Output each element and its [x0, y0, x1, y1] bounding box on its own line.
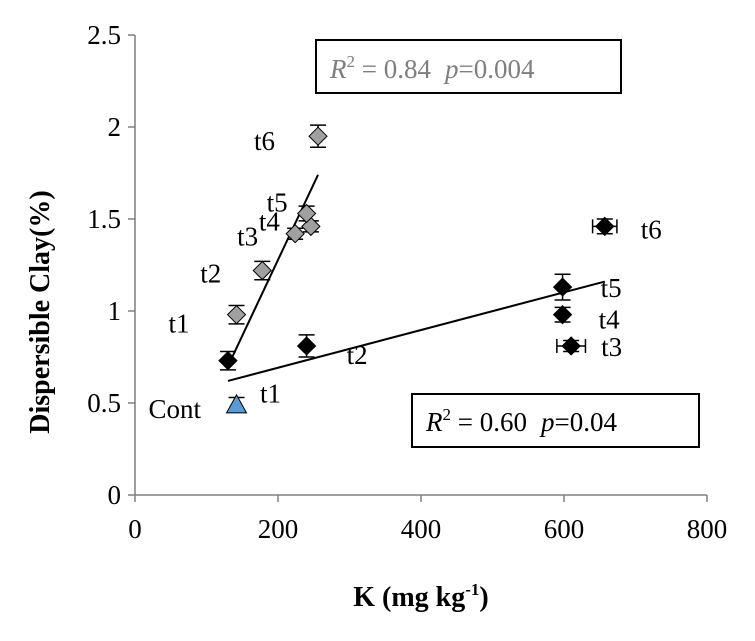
r2-value-black: 0.60 [480, 407, 527, 437]
point-label: t1 [260, 379, 281, 409]
point-label: t4 [599, 305, 621, 335]
data-point [308, 126, 328, 146]
p-equals: = [458, 54, 473, 84]
point-label: t4 [259, 206, 281, 236]
data-point [226, 304, 247, 325]
r2-equals: = [451, 407, 480, 437]
point-label: t2 [347, 340, 368, 370]
r2-box-gray [315, 39, 622, 94]
data-point [296, 203, 317, 224]
point-label: t3 [237, 222, 258, 252]
point-label: t6 [254, 126, 275, 156]
r2-equals: = [355, 54, 384, 84]
x-tick-label: 400 [401, 514, 442, 544]
y-tick-label: 1.5 [87, 204, 121, 234]
r2-superscript: 2 [443, 405, 452, 424]
x-tick-label: 800 [687, 514, 728, 544]
point-label: t5 [601, 273, 622, 303]
r2-value-gray: 0.84 [384, 54, 432, 84]
data-point [285, 224, 305, 244]
x-axis-title: K (mg kg-1) [353, 580, 489, 613]
y-tick-label: 2 [108, 112, 122, 142]
r2-symbol: R [425, 407, 443, 437]
point-label: t2 [200, 259, 221, 289]
point-label: Cont [149, 394, 202, 424]
p-equals: = [554, 407, 569, 437]
y-tick-label: 1 [108, 296, 122, 326]
data-point [595, 216, 615, 237]
point-label: t5 [267, 187, 288, 217]
data-point [225, 393, 248, 414]
data-point [252, 260, 272, 281]
svg-text:R2 = 0.60p=0.04: R2 = 0.60 p=0.04 [425, 405, 617, 437]
svg-text:R2 = 0.84p=0.004: R2 = 0.84 p=0.004 [329, 52, 535, 84]
data-point [552, 277, 573, 297]
r2-box-black [411, 393, 700, 448]
x-axis-title-main: K (mg kg [353, 582, 465, 613]
data-point [561, 336, 581, 356]
r2-superscript: 2 [347, 52, 356, 71]
y-tick-label: 0 [108, 480, 122, 510]
x-tick-label: 200 [258, 514, 299, 544]
point-label: t3 [601, 332, 622, 362]
data-point [218, 350, 238, 371]
p-symbol: p [443, 54, 459, 84]
point-label: t6 [641, 214, 662, 244]
y-tick-label: 2.5 [87, 20, 121, 50]
p-symbol: p [539, 407, 555, 437]
x-axis-title-sup: -1 [465, 580, 479, 599]
r2-symbol: R [329, 54, 347, 84]
data-point [296, 336, 317, 356]
r2-annotation-black: R2 = 0.60 p=0.04 [411, 393, 700, 448]
y-axis-title: Dispersible Clay(%) [25, 190, 56, 433]
p-value-gray: 0.004 [474, 54, 535, 84]
x-axis-title-end: ) [479, 582, 488, 613]
trend-line [227, 280, 606, 382]
y-tick-label: 0.5 [87, 388, 121, 418]
p-value-black: 0.04 [570, 407, 618, 437]
r2-annotation-gray: R2 = 0.84 p=0.004 [315, 39, 622, 94]
x-tick-label: 600 [544, 514, 585, 544]
x-tick-label: 0 [128, 514, 142, 544]
data-point [552, 304, 573, 325]
point-label: t1 [169, 309, 190, 339]
